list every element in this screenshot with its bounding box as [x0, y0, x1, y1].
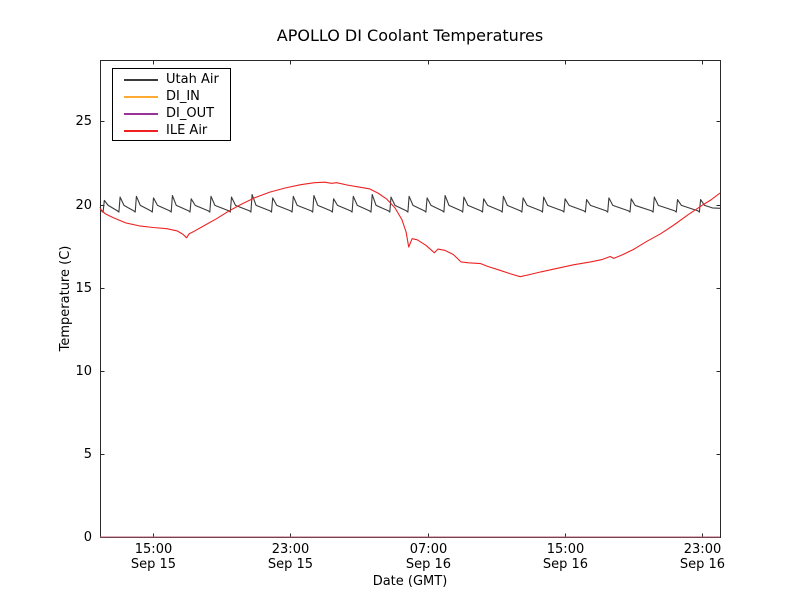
legend-line-di-in: [124, 95, 158, 98]
y-tick-label: 10: [75, 363, 92, 379]
legend-label-utah-air: Utah Air: [166, 72, 219, 87]
x-tick-date: Sep 15: [130, 557, 177, 572]
x-tick-label: 15:00 Sep 16: [521, 542, 611, 572]
x-tick-label: 23:00 Sep 15: [246, 542, 336, 572]
x-tick-date: Sep 16: [542, 557, 589, 572]
y-tick-label: 15: [75, 280, 92, 296]
x-tick-date: Sep 16: [679, 557, 726, 572]
legend-label-ile-air: ILE Air: [166, 123, 208, 138]
legend-item-di-out: DI_OUT: [113, 105, 230, 122]
x-axis-label: Date (GMT): [372, 574, 448, 589]
x-tick-label: 23:00 Sep 16: [658, 542, 748, 572]
y-tick-label: 25: [75, 113, 92, 129]
x-tick-time: 23:00: [683, 542, 722, 557]
series-line-utah-air: [99, 194, 721, 213]
series-line-ile-air: [99, 181, 721, 278]
x-tick-label: 07:00 Sep 16: [384, 542, 474, 572]
legend-label-di-in: DI_IN: [166, 89, 200, 104]
legend-item-di-in: DI_IN: [113, 88, 230, 105]
legend-line-di-out: [124, 112, 158, 115]
x-tick-time: 15:00: [134, 542, 173, 557]
y-tick-label: 0: [83, 529, 92, 545]
legend: Utah Air DI_IN DI_OUT ILE Air: [112, 68, 231, 141]
y-tick-label: 5: [83, 446, 92, 462]
x-tick-date: Sep 15: [267, 557, 314, 572]
chart-title: APOLLO DI Coolant Temperatures: [276, 26, 544, 45]
x-tick-time: 23:00: [271, 542, 310, 557]
legend-item-ile-air: ILE Air: [113, 122, 230, 139]
y-axis-label: Temperature (C): [58, 245, 73, 352]
x-tick-date: Sep 16: [405, 557, 452, 572]
legend-item-utah-air: Utah Air: [113, 71, 230, 88]
x-tick-label: 15:00 Sep 15: [109, 542, 199, 572]
x-tick-time: 07:00: [409, 542, 448, 557]
y-tick-label: 20: [75, 197, 92, 213]
legend-line-ile-air: [124, 129, 158, 132]
x-tick-time: 15:00: [546, 542, 585, 557]
legend-line-utah-air: [124, 78, 158, 81]
legend-label-di-out: DI_OUT: [166, 106, 215, 121]
